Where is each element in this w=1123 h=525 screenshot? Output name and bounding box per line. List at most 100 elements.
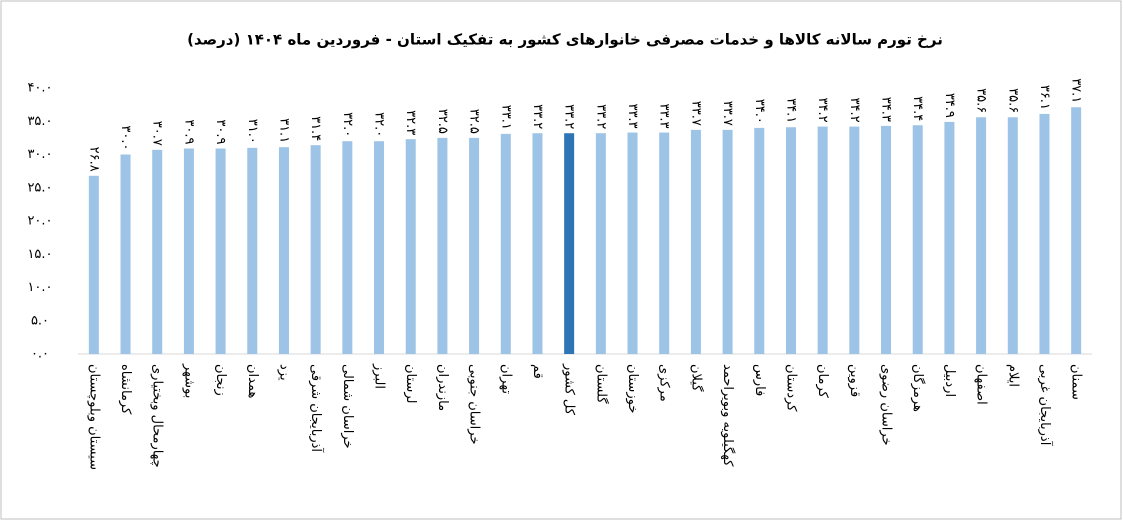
value-label: ۳۵.۶ [1005, 88, 1020, 113]
bar [817, 126, 828, 354]
value-label: ۳۳.۷ [720, 101, 735, 126]
x-tick-label: کل کشور [562, 363, 577, 416]
y-tick-label: ۳۵.۰ [27, 114, 52, 129]
value-label: ۳۳.۷ [688, 101, 703, 126]
x-tick-label: مرکزی [657, 364, 672, 402]
value-label: ۳۲.۳ [403, 110, 418, 135]
bar [88, 175, 99, 354]
bar [1071, 107, 1082, 354]
value-label: ۳۳.۳ [657, 103, 672, 128]
bar [469, 137, 480, 354]
value-label: ۳۲.۵ [467, 109, 482, 134]
x-tick-label: فارس [752, 364, 767, 396]
bar [500, 133, 511, 354]
x-tick-label: زنجان [213, 364, 228, 396]
x-tick-label: یزد [276, 364, 291, 381]
x-tick-label: قزوین [847, 364, 862, 397]
bar [152, 149, 163, 354]
bar [437, 137, 448, 354]
bar [120, 154, 131, 354]
bar [1007, 117, 1018, 354]
bar [912, 125, 923, 355]
value-label: ۳۱.۴ [308, 116, 323, 141]
bar [976, 117, 987, 354]
bar [342, 141, 353, 354]
x-tick-label: البرز [372, 363, 387, 389]
value-label: ۲۶.۸ [86, 147, 101, 172]
value-label: ۳۰.۹ [213, 119, 228, 144]
bar [849, 126, 860, 354]
bar [785, 127, 796, 354]
value-label: ۳۴.۲ [847, 97, 862, 122]
x-tick-label: کرمان [815, 364, 830, 399]
x-tick-label: گلستان [593, 364, 609, 404]
x-tick-label: کردستان [783, 364, 798, 412]
value-label: ۳۱.۰ [245, 119, 260, 144]
value-label: ۳۳.۳ [625, 103, 640, 128]
bar [944, 121, 955, 354]
x-tick-label: همدان [245, 364, 260, 398]
y-tick-label: ۱۰.۰ [27, 280, 52, 295]
bar [690, 129, 701, 354]
x-tick-label: خراسان شمالی [340, 364, 355, 449]
x-tick-label: اصفهان [974, 364, 989, 405]
value-label: ۳۲.۵ [435, 109, 450, 134]
value-label: ۳۴.۱ [783, 98, 798, 123]
value-label: ۳۳.۲ [530, 104, 545, 129]
bar [532, 133, 543, 354]
x-tick-label: خراسان جنوبی [467, 364, 482, 444]
x-tick-label: تهران [498, 364, 513, 394]
x-tick-label: کرمانشاه [118, 364, 133, 415]
x-tick-label: بوشهر [181, 363, 196, 398]
value-label: ۳۴.۹ [942, 93, 957, 118]
x-tick-label: سمنان [1069, 364, 1084, 400]
x-tick-label: قم [530, 364, 545, 379]
y-tick-label: ۰.۰ [31, 347, 49, 362]
y-tick-label: ۴۰.۰ [27, 81, 52, 96]
y-tick-label: ۵.۰ [31, 313, 49, 328]
bar [627, 132, 638, 354]
bar [374, 141, 385, 354]
value-label: ۳۳.۲ [562, 104, 577, 129]
bar [881, 125, 892, 354]
y-tick-label: ۱۵.۰ [27, 247, 52, 262]
x-tick-label: مازندران [435, 364, 450, 411]
value-label: ۳۵.۶ [974, 88, 989, 113]
value-label: ۳۳.۱ [498, 105, 513, 130]
x-tick-label: چهارمحال وبختیاری [150, 364, 165, 468]
bar [722, 129, 733, 354]
y-tick-label: ۲۵.۰ [27, 180, 52, 195]
x-tick-label: آذربایجان شرقی [308, 364, 325, 453]
x-tick-label: آذربایجان غربی [1037, 364, 1054, 447]
bar [754, 127, 765, 355]
value-label: ۳۳.۲ [593, 104, 608, 129]
bar [564, 133, 575, 354]
value-label: ۳۶.۱ [1037, 85, 1052, 110]
value-label: ۳۲.۰ [340, 112, 355, 137]
bar [247, 147, 258, 354]
value-label: ۳۴.۲ [815, 97, 830, 122]
bar [405, 139, 416, 354]
chart-title: نرخ تورم سالانه کالاها و خدمات مصرفی خان… [187, 31, 943, 49]
x-tick-label: کهگیلویه وبویراحمد [720, 364, 736, 467]
bar [215, 148, 226, 354]
x-tick-label: هرمزگان [910, 364, 926, 412]
bar [595, 133, 606, 354]
bar [310, 145, 321, 354]
x-tick-label: سیستان وبلوچستان [86, 364, 101, 470]
bar [1039, 113, 1050, 354]
value-label: ۳۰.۷ [150, 121, 165, 146]
x-tick-label: اردبیل [942, 364, 957, 397]
value-label: ۳۷.۱ [1069, 78, 1084, 103]
value-label: ۳۰.۰ [118, 125, 133, 150]
x-tick-label: لرستان [403, 364, 418, 403]
y-tick-label: ۳۰.۰ [27, 147, 52, 162]
y-tick-label: ۲۰.۰ [27, 214, 52, 229]
value-label: ۳۱.۱ [276, 118, 291, 143]
value-label: ۳۴.۳ [879, 97, 894, 122]
value-label: ۳۰.۹ [181, 119, 196, 144]
value-label: ۳۴.۴ [910, 96, 925, 121]
x-tick-label: خراسان رضوی [879, 364, 894, 446]
value-label: ۳۴.۰ [752, 99, 767, 124]
